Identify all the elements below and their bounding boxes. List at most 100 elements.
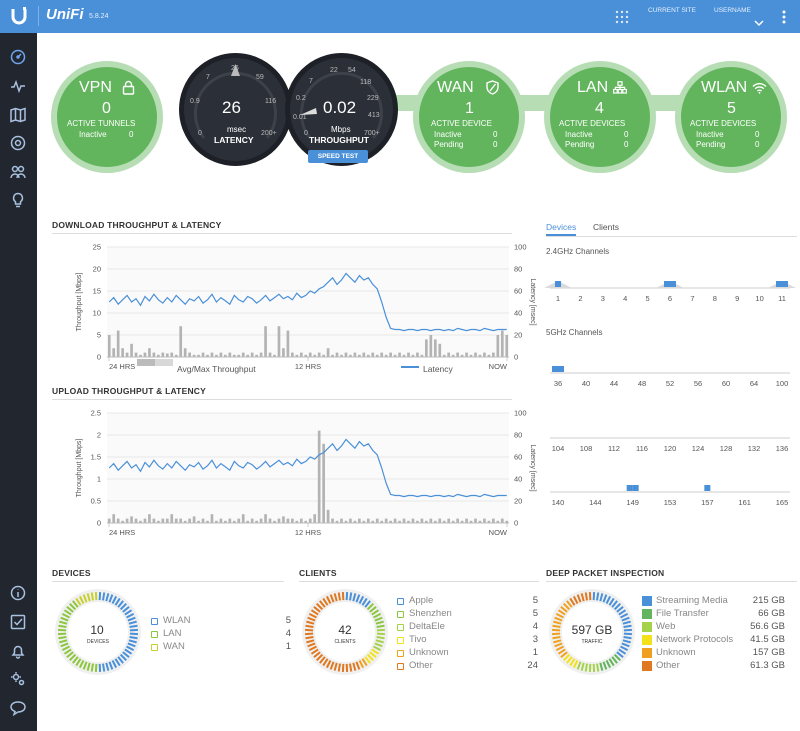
apps-grid-icon[interactable] bbox=[615, 10, 629, 24]
ch5-row2-channel-label: 124 bbox=[692, 444, 705, 453]
channels-5ghz-row3: 140 144 149 153 157 161 165 bbox=[550, 485, 790, 507]
download-throughput-bar bbox=[192, 354, 196, 357]
dpi-donut-center bbox=[562, 602, 622, 662]
clients-donut-segment bbox=[366, 603, 374, 611]
upload-chart[interactable]: 0 0.5 1 1.5 2 2.5 0 20 40 60 80 100 24 HRS 12 HRS NOW T… bbox=[47, 403, 537, 543]
devices-donut[interactable] bbox=[52, 586, 144, 678]
alerts-icon[interactable] bbox=[8, 641, 28, 661]
devices-total: 10 bbox=[90, 623, 104, 637]
throughput-gauge[interactable]: 0 0.01 0.2 7 22 54 118 229 413 700+ 0.02… bbox=[285, 53, 398, 166]
download-throughput-bar bbox=[246, 354, 250, 357]
clients-donut-segment bbox=[329, 661, 335, 670]
dpi-donut-segment bbox=[553, 639, 562, 644]
wan-caption: ACTIVE DEVICE bbox=[431, 119, 492, 128]
devices-donut-segment bbox=[59, 639, 68, 644]
clients-donut-segment bbox=[305, 624, 314, 628]
statistics-icon[interactable] bbox=[8, 76, 28, 96]
upload-throughput-bar bbox=[393, 518, 397, 523]
info-icon[interactable] bbox=[8, 583, 28, 603]
clients-donut-segment bbox=[355, 594, 361, 603]
devices-donut-segment bbox=[58, 636, 67, 640]
dpi-legend-label: File Transfer bbox=[656, 608, 709, 619]
wan-status-circle[interactable]: WAN 1 ACTIVE DEVICE Inactive 0 Pending 0 bbox=[413, 61, 525, 173]
clients-donut-segment bbox=[374, 642, 383, 648]
upload-plot-area bbox=[107, 413, 509, 523]
upload-throughput-bar bbox=[130, 516, 133, 523]
download-throughput-bar bbox=[322, 354, 325, 357]
wifi-icon bbox=[752, 81, 767, 94]
devices-icon[interactable] bbox=[8, 133, 28, 153]
throughput-tick-4: 22 bbox=[330, 67, 338, 74]
download-y2-tick: 40 bbox=[514, 309, 522, 318]
chat-icon[interactable] bbox=[8, 698, 28, 718]
tab-clients[interactable]: Clients bbox=[593, 222, 619, 232]
dashboard-icon[interactable] bbox=[8, 47, 28, 67]
more-options-icon[interactable] bbox=[781, 9, 787, 25]
clients-donut-segment bbox=[322, 597, 329, 606]
dpi-donut-segment bbox=[622, 639, 631, 644]
vpn-status-circle[interactable]: VPN 0 ACTIVE TUNNELS Inactive 0 bbox=[51, 61, 163, 173]
clients-donut-segment bbox=[319, 656, 326, 664]
speed-test-button[interactable]: SPEED TEST bbox=[308, 150, 368, 163]
download-chart[interactable]: 0 5 10 15 20 25 0 20 40 60 80 100 24 HRS 12 HRS NOW Thr… bbox=[47, 237, 537, 377]
upload-throughput-bar bbox=[295, 520, 299, 523]
vpn-value: 0 bbox=[102, 100, 111, 117]
tasks-icon[interactable] bbox=[8, 612, 28, 632]
upload-throughput-bar bbox=[291, 518, 294, 523]
throughput-label: THROUGHPUT bbox=[309, 135, 369, 145]
devices-donut-segment bbox=[122, 606, 130, 613]
clients-icon[interactable] bbox=[8, 162, 28, 182]
lan-status-circle[interactable]: LAN 4 ACTIVE DEVICES Inactive 0 Pending … bbox=[544, 61, 656, 173]
upload-y2-tick: 0 bbox=[514, 519, 518, 528]
tab-devices[interactable]: Devices bbox=[546, 222, 577, 232]
unifi-logo-icon[interactable] bbox=[8, 6, 30, 28]
clients-donut-segment bbox=[358, 595, 365, 604]
ch5-row3-ap-marker bbox=[704, 485, 711, 491]
latency-tick-2: 7 bbox=[206, 74, 210, 81]
devices-donut-segment bbox=[66, 606, 74, 613]
upload-throughput-bar bbox=[308, 518, 312, 523]
wan-pending-value: 0 bbox=[493, 140, 498, 149]
download-latency-line bbox=[108, 272, 507, 332]
latency-gauge[interactable]: 0 0.9 7 26 59 116 200+ 26 msec LATENCY bbox=[179, 53, 292, 166]
devices-total-label: DEVICES bbox=[87, 639, 109, 645]
settings-icon[interactable] bbox=[8, 669, 28, 689]
site-selector[interactable]: CURRENT SITE bbox=[648, 7, 696, 14]
ch5-row1-channel-label: 100 bbox=[776, 379, 789, 388]
devices-donut-segment bbox=[75, 658, 82, 667]
ch24-channel-label: 10 bbox=[755, 294, 763, 303]
clients-donut[interactable] bbox=[299, 586, 391, 678]
ch5-row3-channel-label: 157 bbox=[701, 498, 714, 507]
ch24-channel-label: 2 bbox=[578, 294, 582, 303]
download-throughput-bar bbox=[425, 339, 428, 357]
devices-donut-segment bbox=[128, 639, 137, 644]
devices-donut-segment bbox=[82, 661, 88, 670]
download-throughput-bar bbox=[317, 352, 321, 357]
clients-donut-segment bbox=[329, 594, 335, 603]
devices-donut-segment bbox=[72, 600, 79, 608]
upload-throughput-bar bbox=[165, 518, 169, 523]
upload-throughput-bar bbox=[299, 518, 303, 523]
clients-donut-segment bbox=[325, 660, 332, 669]
clients-legend-label: Apple bbox=[409, 595, 434, 606]
upload-throughput-bar bbox=[384, 518, 388, 523]
devices-donut-segment bbox=[78, 595, 85, 604]
wlan-status-circle[interactable]: WLAN 5 ACTIVE DEVICES Inactive 0 Pending… bbox=[675, 61, 787, 173]
upload-chart-title: UPLOAD THROUGHPUT & LATENCY bbox=[52, 386, 206, 396]
username-menu[interactable]: USERNAME bbox=[714, 7, 751, 14]
download-y2-label: Latency [msec] bbox=[529, 278, 536, 325]
map-icon[interactable] bbox=[8, 105, 28, 125]
chevron-down-icon[interactable] bbox=[754, 14, 764, 27]
dpi-donut-segment bbox=[596, 592, 600, 601]
insights-icon[interactable] bbox=[8, 190, 28, 210]
dpi-donut[interactable] bbox=[546, 586, 638, 678]
download-throughput-bar bbox=[188, 352, 191, 357]
wan-value: 1 bbox=[465, 100, 474, 117]
upload-throughput-bar bbox=[353, 520, 357, 523]
throughput-tick-9: 700+ bbox=[364, 130, 380, 137]
download-throughput-bar bbox=[366, 354, 370, 357]
upload-throughput-bar bbox=[201, 518, 205, 523]
upload-throughput-bar bbox=[398, 520, 401, 523]
download-throughput-bar bbox=[331, 354, 334, 357]
channels-24ghz: 1 2 3 4 5 6 7 8 9 10 11 bbox=[544, 281, 796, 303]
